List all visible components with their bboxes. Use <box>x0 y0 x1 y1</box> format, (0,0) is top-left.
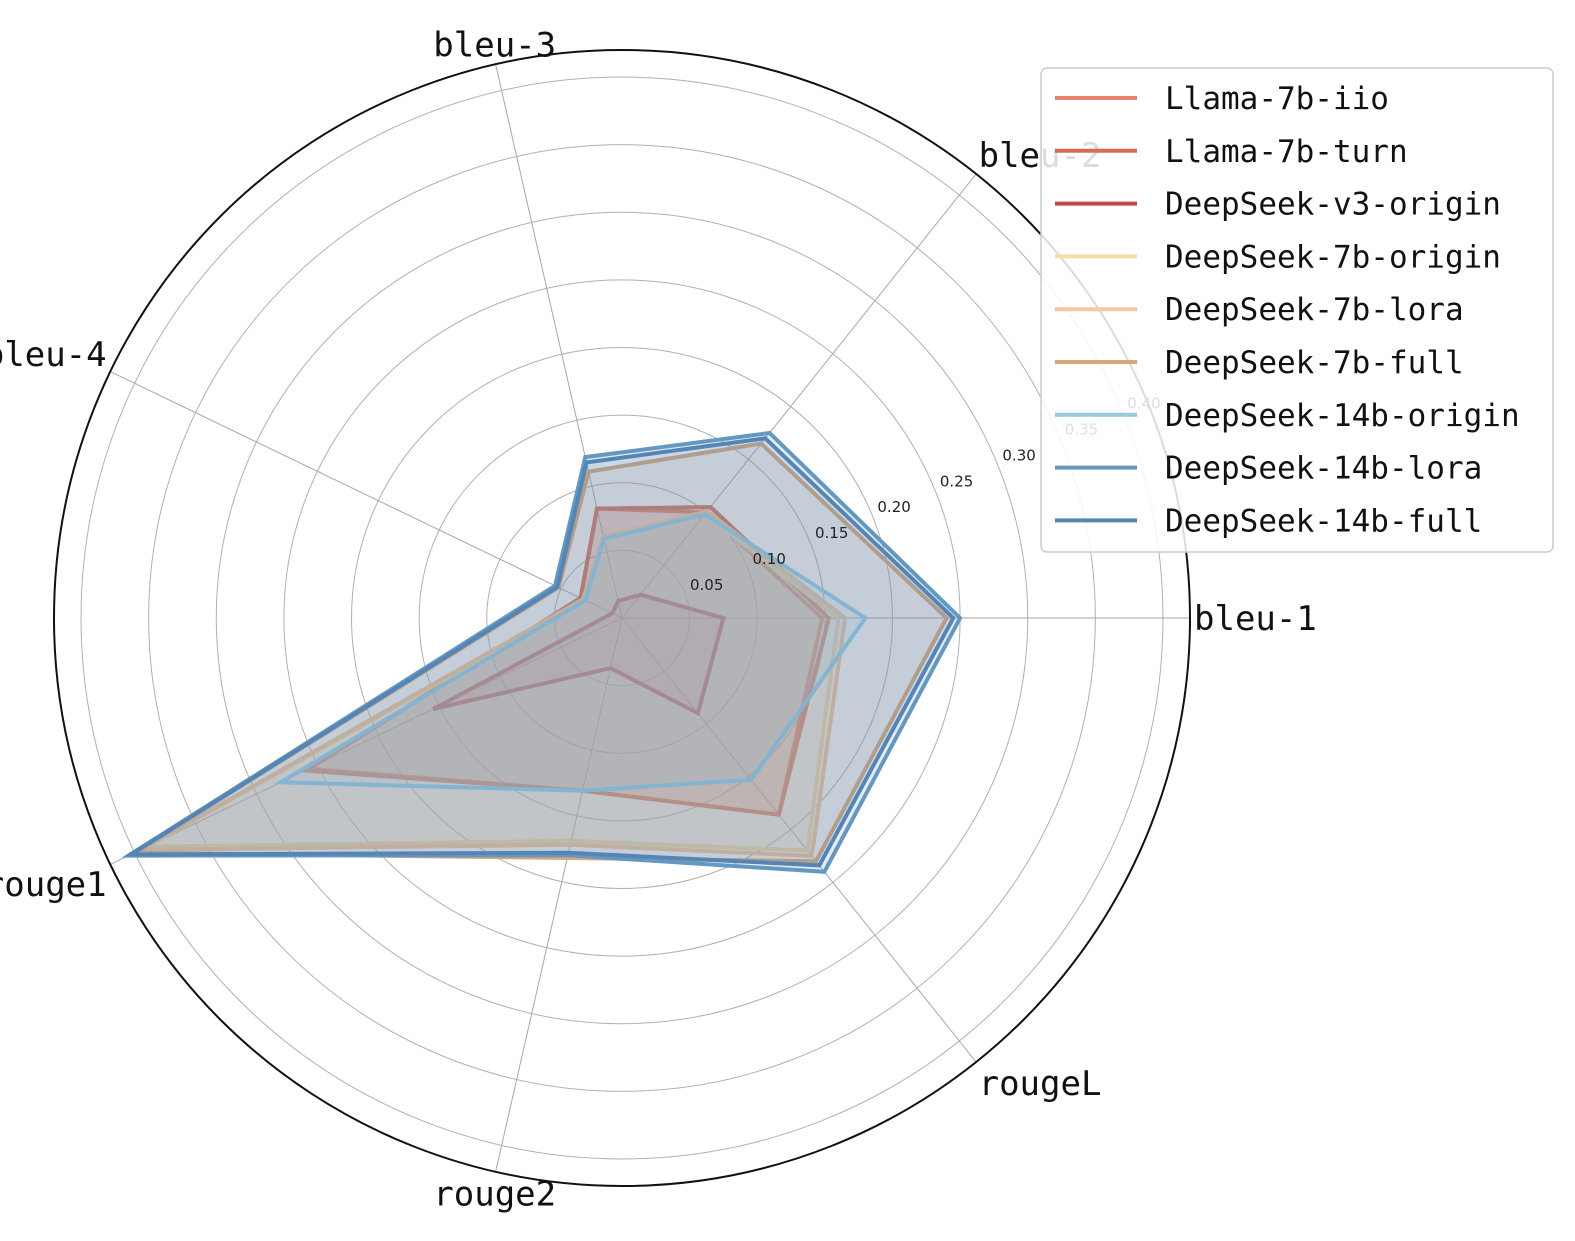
legend-label: DeepSeek-14b-origin <box>1165 398 1520 434</box>
spoke-bleu-4 <box>110 371 623 619</box>
legend: Llama-7b-iio Llama-7b-turn DeepSeek-v3-ori… <box>1040 67 1554 553</box>
tick-label: 0.15 <box>815 524 848 542</box>
radar-grid <box>53 49 1191 1187</box>
spoke-rouge2 <box>495 617 623 1172</box>
legend-label: Llama-7b-iio <box>1165 81 1389 117</box>
outer-ring <box>53 49 1191 1187</box>
legend-label: Llama-7b-turn <box>1165 134 1408 170</box>
legend-label: DeepSeek-14b-lora <box>1165 451 1482 487</box>
axis-label-rougeL: rougeL <box>979 1064 1102 1104</box>
spoke-rougeL <box>621 617 977 1063</box>
axis-label-bleu-3: bleu-3 <box>433 25 556 65</box>
tick-label: 0.20 <box>877 498 910 516</box>
axis-label-rouge1: rouge1 <box>0 865 107 905</box>
tick-label: 0.10 <box>753 550 786 568</box>
legend-box <box>1040 67 1554 553</box>
legend-label: DeepSeek-v3-origin <box>1165 187 1501 223</box>
legend-label: DeepSeek-7b-lora <box>1165 292 1464 328</box>
tick-label: 0.05 <box>690 576 723 594</box>
tick-label: 0.25 <box>940 472 973 490</box>
series-DeepSeek-v3-origin <box>432 592 726 717</box>
spoke-rouge1 <box>110 617 623 865</box>
axis-label-bleu-1: bleu-1 <box>1194 599 1317 639</box>
spoke-bleu-3 <box>495 64 623 619</box>
series-DeepSeek-14b-full <box>124 436 956 868</box>
spoke-bleu-2 <box>621 173 977 619</box>
radar-series <box>121 430 963 874</box>
series-DeepSeek-14b-origin <box>273 512 869 793</box>
legend-label: DeepSeek-7b-full <box>1165 345 1464 381</box>
axis-label-rouge2: rouge2 <box>433 1175 556 1215</box>
legend-label: DeepSeek-7b-origin <box>1165 239 1501 275</box>
axis-label-bleu-4: bleu-4 <box>0 335 107 375</box>
tick-label: 0.30 <box>1002 446 1035 464</box>
legend-label: DeepSeek-14b-full <box>1165 503 1482 539</box>
series-DeepSeek-7b-lora <box>139 509 848 858</box>
